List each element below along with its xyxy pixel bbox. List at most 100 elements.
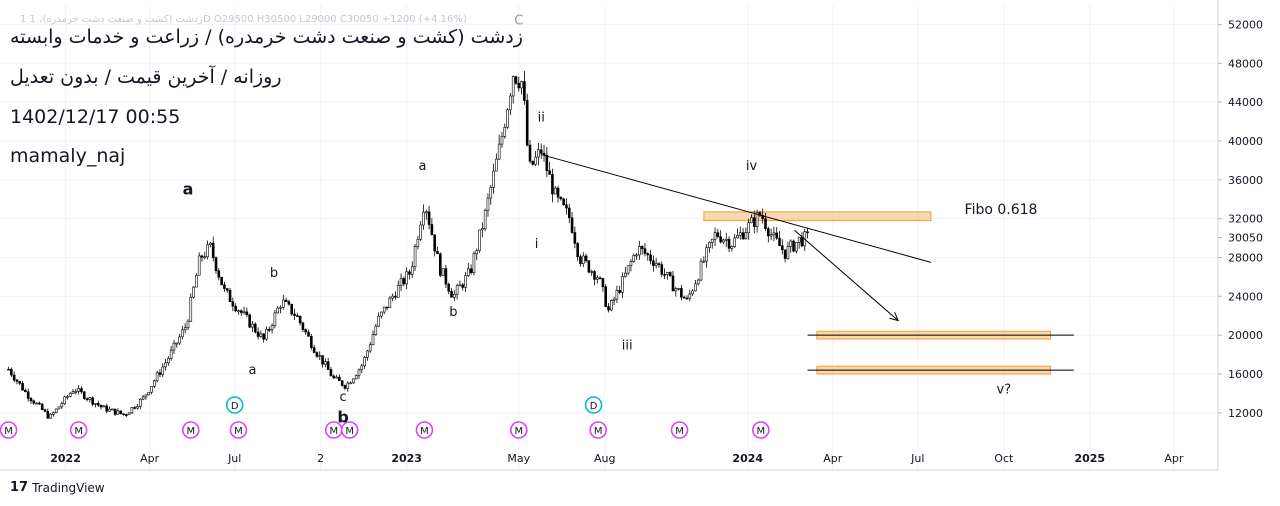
time-tick-label: 2023 <box>391 452 422 465</box>
candle <box>54 408 58 414</box>
candle <box>110 408 114 411</box>
candle <box>769 228 773 241</box>
candle-body <box>349 382 352 385</box>
candle-body <box>638 246 641 256</box>
candle <box>94 403 97 408</box>
candle <box>262 333 265 343</box>
candle <box>63 395 66 406</box>
wave-label: a <box>183 179 194 198</box>
forecast-arrow-head[interactable] <box>889 312 900 322</box>
candle <box>195 273 198 288</box>
candle <box>40 403 44 411</box>
candle-body <box>545 154 549 172</box>
candle-body <box>797 236 801 243</box>
resistance-trendline[interactable] <box>541 154 932 263</box>
candle-body <box>654 263 658 266</box>
candle-body <box>189 296 193 322</box>
candle-body <box>671 275 675 292</box>
tradingview-logo[interactable]: 17 TradingView <box>10 480 105 495</box>
candle-body <box>441 268 445 276</box>
candle <box>343 384 347 391</box>
candle <box>96 400 100 407</box>
price-tick-label: 40000 <box>1228 135 1263 148</box>
candle-body <box>374 325 378 335</box>
candle-body <box>91 397 94 405</box>
candle-body <box>483 209 487 229</box>
time-tick-label: 2 <box>317 452 324 465</box>
event-marker[interactable]: M <box>752 421 770 439</box>
candle-body <box>127 412 131 416</box>
candle <box>567 203 571 224</box>
event-marker[interactable]: M <box>589 421 608 439</box>
candle <box>352 378 355 385</box>
event-marker[interactable]: M <box>69 421 88 439</box>
trendline[interactable] <box>541 154 932 263</box>
candle <box>237 309 240 315</box>
candle <box>125 413 128 417</box>
candle <box>385 306 389 311</box>
candle-body <box>139 398 142 407</box>
candle-body <box>214 257 218 272</box>
candle-body <box>548 170 551 175</box>
event-marker[interactable]: M <box>229 421 248 439</box>
candle-body <box>666 272 669 275</box>
event-marker[interactable]: M <box>415 421 434 439</box>
dividend-marker[interactable]: D <box>584 396 603 414</box>
event-marker[interactable]: M <box>324 421 343 439</box>
candle-body <box>781 245 784 251</box>
dividend-marker[interactable]: D <box>225 396 244 414</box>
candle <box>228 287 232 302</box>
candle <box>21 380 24 391</box>
event-markers[interactable]: M M M MDM M M MDM M M <box>0 396 770 439</box>
time-axis[interactable]: 2022 Apr Jul 2 2023 May Aug 2024 Apr Jul Oct 2025 Ap… <box>0 452 1218 471</box>
candle <box>321 355 324 368</box>
price-axis[interactable]: 52000 48000 44000 40000 36000 32000 30050 28000… <box>1217 0 1263 470</box>
candle-body <box>312 347 316 353</box>
price-tick-label: 36000 <box>1228 174 1263 187</box>
candle-body <box>382 306 386 313</box>
marker-circle <box>670 421 689 439</box>
candle <box>200 254 204 262</box>
candle-body <box>674 288 678 292</box>
candle <box>545 146 549 178</box>
tradingview-brand: TradingView <box>32 480 105 495</box>
candle-body <box>719 236 722 243</box>
candle <box>570 212 574 234</box>
candle <box>525 93 529 147</box>
event-marker[interactable]: M <box>0 421 18 439</box>
candle <box>708 241 711 253</box>
candle <box>772 226 776 242</box>
candle <box>587 260 591 274</box>
forecast-arrow-line[interactable] <box>794 229 899 321</box>
event-marker[interactable]: M <box>509 421 528 439</box>
candle <box>744 227 748 240</box>
candle-body <box>416 238 420 247</box>
candle-body <box>497 143 501 160</box>
wave-label: iv <box>746 159 758 174</box>
candle-body <box>657 263 661 265</box>
candle <box>248 313 251 328</box>
forecast-arrow[interactable] <box>794 229 900 322</box>
event-marker[interactable]: M <box>340 421 359 439</box>
candle <box>35 402 38 405</box>
candle <box>657 261 661 268</box>
candle-body <box>587 260 591 273</box>
candle <box>130 407 134 415</box>
candle <box>183 323 187 334</box>
candle <box>738 226 742 240</box>
candle <box>304 328 308 335</box>
candle-body <box>153 380 156 387</box>
candle <box>509 93 512 115</box>
event-marker[interactable]: M <box>670 421 689 439</box>
candle <box>750 214 753 224</box>
candle <box>781 239 784 255</box>
candle-body <box>517 82 521 89</box>
candle-body <box>40 403 44 410</box>
candle-body <box>169 349 173 359</box>
candle-body <box>752 217 756 228</box>
candle-body <box>402 278 406 285</box>
event-marker[interactable]: M <box>181 421 200 439</box>
time-tick-label: May <box>507 452 530 465</box>
candle <box>413 244 417 271</box>
